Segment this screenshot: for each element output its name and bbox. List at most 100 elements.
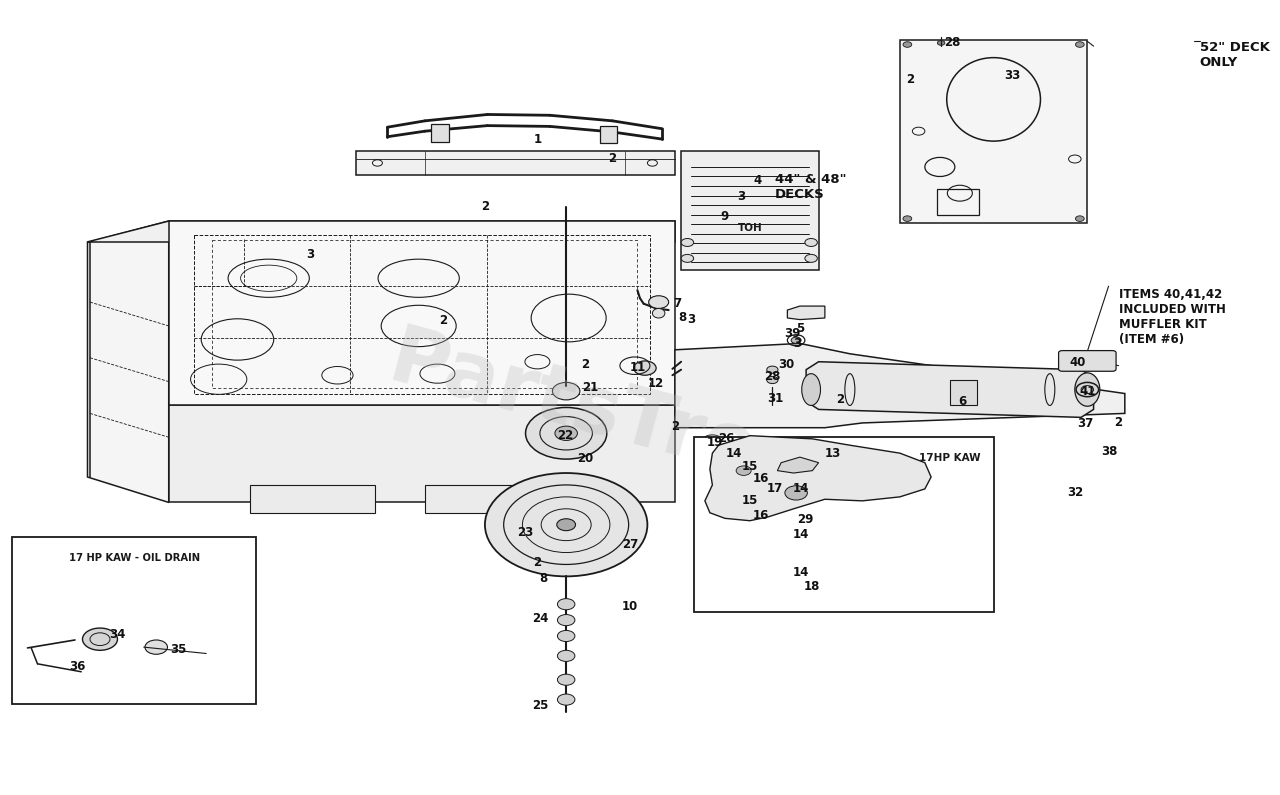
Polygon shape — [356, 151, 675, 175]
Polygon shape — [87, 221, 169, 502]
Text: 37: 37 — [1076, 417, 1093, 430]
Text: 1: 1 — [534, 133, 541, 145]
Text: 3: 3 — [737, 190, 745, 203]
FancyBboxPatch shape — [1059, 351, 1116, 371]
Ellipse shape — [1075, 42, 1084, 48]
Polygon shape — [169, 221, 675, 405]
Text: 16: 16 — [753, 509, 769, 522]
Text: 3: 3 — [794, 337, 801, 350]
Text: 34: 34 — [109, 628, 125, 641]
Bar — [250, 485, 375, 513]
Text: 38: 38 — [1102, 445, 1117, 458]
Ellipse shape — [791, 553, 809, 564]
Ellipse shape — [791, 567, 809, 578]
Text: 2: 2 — [534, 556, 541, 568]
Ellipse shape — [791, 485, 809, 496]
Ellipse shape — [801, 374, 820, 405]
Text: ITEMS 40,41,42
INCLUDED WITH
MUFFLER KIT
(ITEM #6): ITEMS 40,41,42 INCLUDED WITH MUFFLER KIT… — [1119, 288, 1225, 346]
Ellipse shape — [805, 254, 818, 262]
Ellipse shape — [791, 337, 801, 343]
Text: 6: 6 — [959, 395, 966, 408]
Ellipse shape — [791, 511, 809, 522]
Ellipse shape — [791, 459, 809, 470]
Text: 41: 41 — [1079, 386, 1096, 398]
Text: 4: 4 — [753, 174, 762, 187]
Ellipse shape — [1059, 353, 1074, 369]
Bar — [425, 485, 538, 513]
Text: 12: 12 — [648, 377, 664, 390]
Text: 39: 39 — [785, 328, 800, 340]
Text: 28: 28 — [764, 370, 781, 382]
Text: 25: 25 — [531, 699, 548, 712]
Ellipse shape — [767, 366, 778, 374]
Text: 29: 29 — [796, 513, 813, 525]
Ellipse shape — [557, 630, 575, 642]
Text: 17 HP KAW - OIL DRAIN: 17 HP KAW - OIL DRAIN — [69, 553, 200, 563]
Text: 9: 9 — [721, 210, 730, 223]
Text: 3: 3 — [687, 313, 695, 326]
Text: 21: 21 — [582, 381, 598, 394]
Text: 44" & 48"
DECKS: 44" & 48" DECKS — [774, 173, 846, 200]
Ellipse shape — [557, 599, 575, 610]
Ellipse shape — [1075, 216, 1084, 222]
Text: 22: 22 — [557, 429, 573, 442]
Ellipse shape — [681, 254, 694, 262]
Ellipse shape — [557, 650, 575, 661]
Polygon shape — [169, 405, 675, 502]
Text: 14: 14 — [792, 566, 809, 579]
Text: 18: 18 — [804, 580, 820, 593]
Text: 15: 15 — [741, 494, 758, 507]
Ellipse shape — [681, 238, 694, 246]
Ellipse shape — [485, 473, 648, 576]
Ellipse shape — [902, 216, 911, 222]
Ellipse shape — [557, 519, 576, 531]
Ellipse shape — [557, 615, 575, 626]
Ellipse shape — [649, 296, 668, 308]
Text: 8: 8 — [678, 311, 686, 324]
Text: 14: 14 — [792, 528, 809, 541]
Text: 5: 5 — [796, 322, 804, 335]
Polygon shape — [675, 343, 1125, 428]
Ellipse shape — [526, 407, 607, 460]
Ellipse shape — [82, 628, 118, 650]
Ellipse shape — [634, 361, 657, 375]
Polygon shape — [777, 457, 819, 473]
Ellipse shape — [791, 525, 809, 536]
Text: TOH: TOH — [737, 223, 763, 233]
Text: 8: 8 — [540, 572, 548, 585]
Polygon shape — [806, 362, 1093, 417]
Text: 2: 2 — [836, 394, 844, 406]
Text: 17: 17 — [767, 483, 783, 495]
Text: 31: 31 — [767, 392, 783, 405]
Bar — [600, 126, 617, 143]
Text: 16: 16 — [753, 472, 769, 485]
Text: 28: 28 — [945, 37, 960, 49]
Text: 35: 35 — [170, 643, 187, 656]
Bar — [950, 380, 978, 405]
Ellipse shape — [145, 640, 168, 654]
Ellipse shape — [937, 41, 945, 45]
Ellipse shape — [557, 694, 575, 705]
Text: 52" DECK
ONLY: 52" DECK ONLY — [1199, 41, 1270, 69]
Text: 2: 2 — [1115, 417, 1123, 429]
Ellipse shape — [902, 42, 911, 48]
Text: 30: 30 — [778, 359, 795, 371]
Ellipse shape — [805, 238, 818, 246]
Polygon shape — [87, 221, 675, 242]
Text: 15: 15 — [741, 460, 758, 473]
Text: 32: 32 — [1066, 487, 1083, 499]
Text: 17HP KAW: 17HP KAW — [919, 453, 980, 463]
Ellipse shape — [785, 486, 808, 500]
Ellipse shape — [653, 308, 664, 318]
Text: 27: 27 — [622, 538, 637, 551]
Text: 11: 11 — [630, 361, 645, 374]
Polygon shape — [705, 436, 931, 521]
Text: 14: 14 — [792, 483, 809, 495]
Text: 2: 2 — [608, 153, 617, 165]
Ellipse shape — [791, 498, 809, 510]
Text: 10: 10 — [622, 600, 637, 613]
Text: 33: 33 — [1005, 69, 1020, 82]
Text: 3: 3 — [306, 248, 314, 261]
Ellipse shape — [703, 435, 722, 448]
Ellipse shape — [791, 539, 809, 550]
